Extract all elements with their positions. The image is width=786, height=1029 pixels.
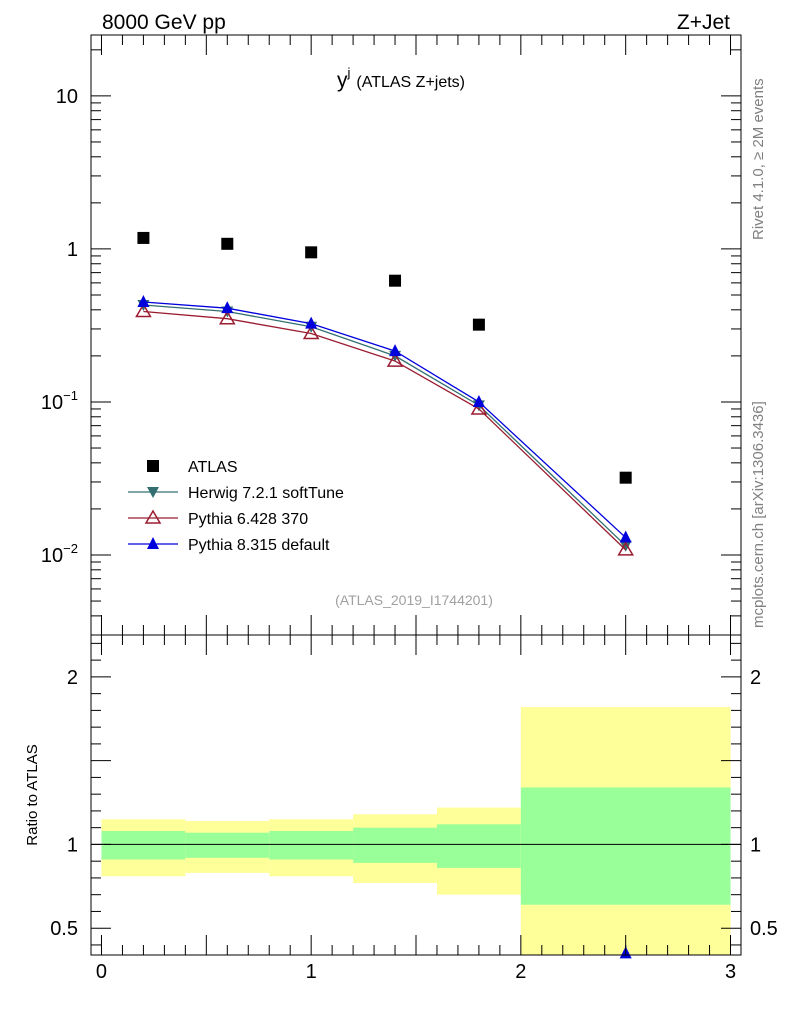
main-y-ticks xyxy=(91,49,741,636)
ratio-band-inner xyxy=(436,824,521,868)
main-y-tick-labels: 10 1 10−1 10−2 xyxy=(41,86,78,567)
data-point xyxy=(221,237,234,250)
data-point xyxy=(619,540,632,552)
legend-marker xyxy=(147,487,159,498)
data-point xyxy=(137,294,150,307)
data-point xyxy=(472,394,485,407)
legend-marker xyxy=(144,509,162,524)
main-series xyxy=(135,231,634,556)
ratio-y-tick-label-right: 2 xyxy=(750,667,761,689)
data-point xyxy=(305,316,318,329)
ratio-band-inner xyxy=(269,831,354,860)
data-point xyxy=(389,344,402,357)
ratio-x-tick-label: 0 xyxy=(96,961,107,983)
ratio-x-ticks xyxy=(100,635,732,955)
rivet-version-label: Rivet 4.1.0, ≥ 2M events xyxy=(750,78,767,240)
ratio-y-axis-label: Ratio to ATLAS xyxy=(24,744,41,845)
series-line xyxy=(143,310,627,551)
data-point xyxy=(470,400,488,415)
data-point xyxy=(619,530,632,543)
data-point xyxy=(221,301,234,314)
data-point xyxy=(305,246,318,259)
legend-label: Herwig 7.2.1 softTune xyxy=(188,485,344,502)
data-point xyxy=(218,310,236,325)
plot-title-main: y xyxy=(337,69,348,92)
ratio-tick-labels: 2 2 1 1 0.5 0.5 0 1 2 3 xyxy=(50,667,778,983)
data-point xyxy=(135,303,152,318)
main-x-ticks xyxy=(100,35,732,635)
plot-title-rest: (ATLAS Z+jets) xyxy=(356,74,465,91)
legend-label: Pythia 6.428 370 xyxy=(188,511,308,528)
legend-label: Pythia 8.315 default xyxy=(188,537,330,554)
ratio-y-ticks xyxy=(91,642,741,946)
ratio-y-tick-label-left: 0.5 xyxy=(50,918,78,940)
series-line xyxy=(143,304,627,547)
ratio-x-tick-label: 1 xyxy=(306,961,317,983)
data-point xyxy=(617,541,634,556)
data-point xyxy=(472,318,485,331)
series-line xyxy=(143,301,627,539)
ratio-y-tick-label-right: 0.5 xyxy=(750,918,778,940)
main-panel: 10 1 10−1 10−2 yj (ATLAS Z+jets) (ATLAS_2019… xyxy=(41,34,742,636)
ratio-y-tick-label-left: 1 xyxy=(67,834,78,856)
series-pythia-8-315-default xyxy=(137,294,632,543)
ratio-y-tick-label-right: 1 xyxy=(750,834,761,856)
ratio-band-inner xyxy=(101,831,186,860)
ratio-panel: 2 2 1 1 0.5 0.5 0 1 2 3 Ratio to ATLAS xyxy=(24,634,778,983)
analysis-watermark: (ATLAS_2019_I1744201) xyxy=(335,592,493,608)
data-point xyxy=(137,231,150,244)
ratio-x-tick-label: 3 xyxy=(725,961,736,983)
ratio-bands xyxy=(101,707,731,955)
ratio-band-inner xyxy=(353,827,437,863)
data-point xyxy=(302,325,320,340)
data-point xyxy=(389,274,402,287)
legend: ATLAS Herwig 7.2.1 softTune Pythia 6.428 3… xyxy=(128,459,344,554)
legend-marker xyxy=(147,537,159,549)
header-process-label: Z+Jet xyxy=(677,11,730,34)
series-pythia-6-428-370 xyxy=(135,303,634,556)
plot-title: yj (ATLAS Z+jets) xyxy=(337,65,465,92)
ratio-band-inner xyxy=(520,787,731,905)
ratio-band-inner xyxy=(185,832,270,858)
data-point xyxy=(386,352,404,367)
ratio-x-tick-label: 2 xyxy=(515,961,526,983)
ratio-y-tick-label-left: 2 xyxy=(67,667,78,689)
main-y-tick-label: 1 xyxy=(67,239,78,261)
main-y-tick-label: 10−2 xyxy=(41,541,78,567)
main-y-tick-label: 10 xyxy=(56,86,78,108)
mcplots-label: mcplots.cern.ch [arXiv:1306.3436] xyxy=(750,401,767,628)
data-point xyxy=(619,471,632,484)
legend-label: ATLAS xyxy=(188,459,238,476)
series-atlas xyxy=(137,231,632,484)
plot-title-superscript: j xyxy=(347,65,351,80)
legend-marker xyxy=(147,460,159,472)
main-y-tick-label: 10−1 xyxy=(41,388,78,414)
header-energy-label: 8000 GeV pp xyxy=(102,11,226,34)
